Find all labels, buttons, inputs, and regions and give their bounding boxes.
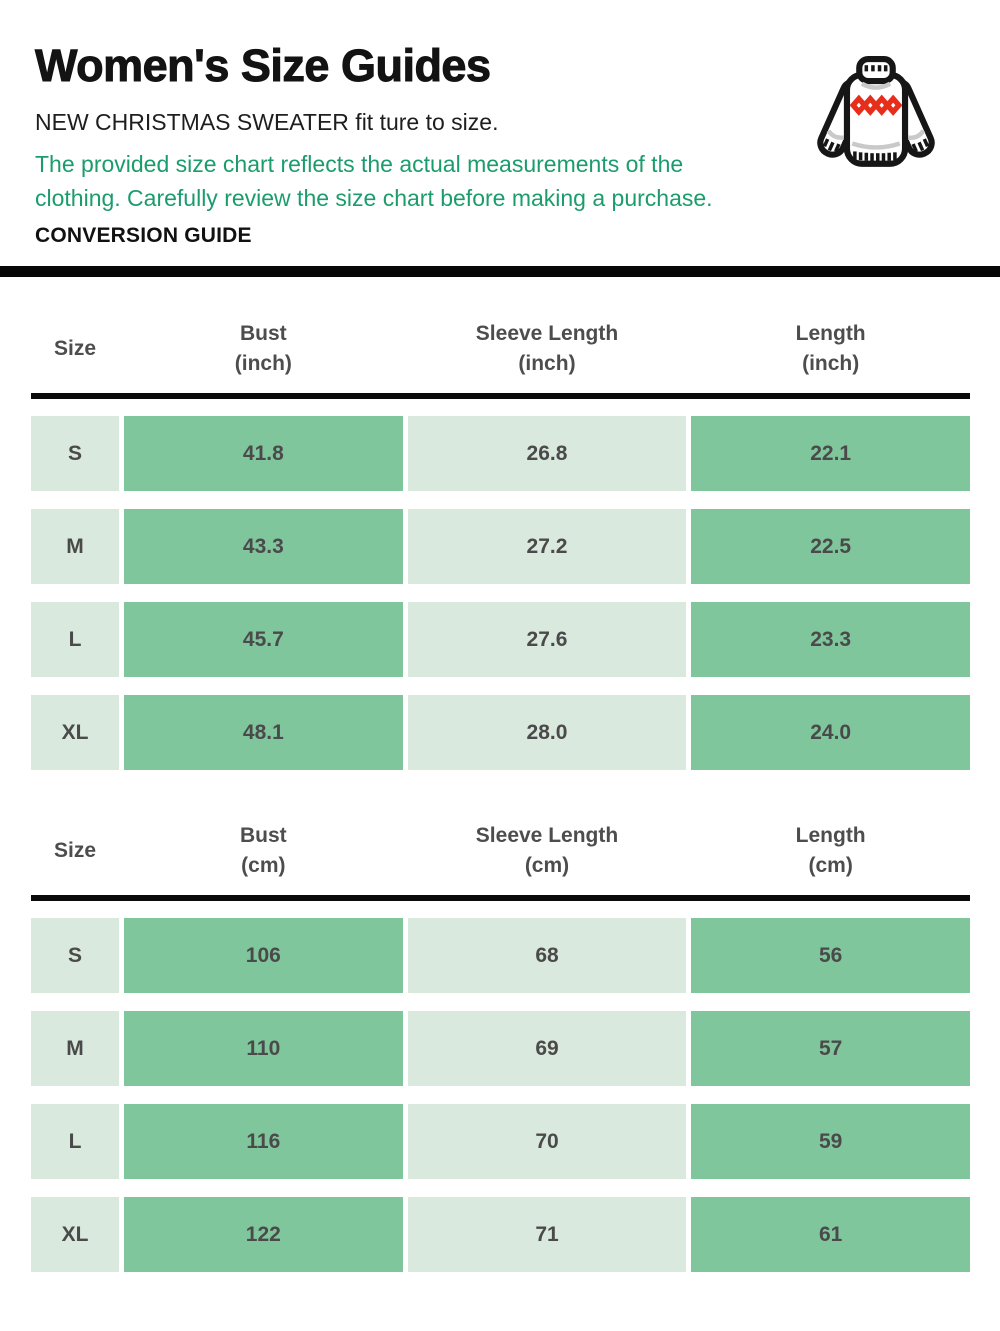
measurement-cell: 61	[691, 1197, 970, 1272]
header-separator	[31, 895, 970, 901]
column-header: Sleeve Length (inch)	[475, 322, 619, 375]
table-row: M 43.3 27.2 22.5	[31, 509, 970, 584]
table-row: M 110 69 57	[31, 1011, 970, 1086]
measurement-cell: 27.6	[407, 602, 687, 677]
header-separator	[31, 393, 970, 399]
measurement-cell: 22.1	[691, 416, 970, 491]
measurement-cell: 69	[407, 1011, 687, 1086]
column-header: Bust (cm)	[239, 824, 287, 877]
measurement-cell: 57	[691, 1011, 970, 1086]
size-cell: M	[31, 509, 119, 584]
size-cell: S	[31, 918, 119, 993]
size-table-cm: Size Bust (cm) Sleeve Length (cm) Length (cm) …	[31, 788, 970, 1272]
diamond-pattern	[849, 94, 903, 116]
table-row: L 116 70 59	[31, 1104, 970, 1179]
table-header-row: Size Bust (cm) Sleeve Length (cm) Length (cm)	[31, 788, 970, 895]
table-body: S 41.8 26.8 22.1 M 43.3 27.2 22.5 L 45.7 27.6 23.3 X…	[31, 416, 970, 770]
table-row: S 106 68 56	[31, 918, 970, 993]
measurement-cell: 122	[124, 1197, 403, 1272]
measurement-cell: 43.3	[124, 509, 403, 584]
table-header-row: Size Bust (inch) Sleeve Length (inch) Length(…	[31, 277, 970, 393]
measurement-cell: 41.8	[124, 416, 403, 491]
column-header: Size	[53, 839, 97, 862]
measurement-cell: 24.0	[691, 695, 970, 770]
size-cell: L	[31, 1104, 119, 1179]
measurement-cell: 59	[691, 1104, 970, 1179]
measurement-cell: 68	[407, 918, 687, 993]
measurement-cell: 27.2	[407, 509, 687, 584]
size-cell: XL	[31, 695, 119, 770]
product-subtitle: NEW CHRISTMAS SWEATER fit ture to size.	[35, 109, 499, 135]
measurement-note: The provided size chart reflects the act…	[35, 151, 713, 211]
table-row: S 41.8 26.8 22.1	[31, 416, 970, 491]
measurement-cell: 28.0	[407, 695, 687, 770]
table-body: S 106 68 56 M 110 69 57 L 116 70 59 XL 122 71 61	[31, 918, 970, 1272]
table-row: L 45.7 27.6 23.3	[31, 602, 970, 677]
measurement-cell: 70	[407, 1104, 687, 1179]
measurement-cell: 22.5	[691, 509, 970, 584]
column-header: Length (inch)	[795, 322, 866, 375]
measurement-cell: 26.8	[407, 416, 687, 491]
column-header: Size	[53, 337, 97, 360]
size-cell: L	[31, 602, 119, 677]
table-row: XL 48.1 28.0 24.0	[31, 695, 970, 770]
size-table-inch: Size Bust (inch) Sleeve Length (inch) Length(…	[31, 277, 970, 770]
measurement-cell: 45.7	[124, 602, 403, 677]
measurement-cell: 71	[407, 1197, 687, 1272]
page-title: Women's Size Guides	[35, 40, 492, 92]
header-block: Women's Size Guides NEW CHRISTMAS SWEATE…	[0, 0, 1000, 248]
measurement-cell: 106	[124, 918, 403, 993]
column-header: Length (cm)	[795, 824, 866, 877]
size-cell: S	[31, 416, 119, 491]
measurement-cell: 23.3	[691, 602, 970, 677]
size-cell: M	[31, 1011, 119, 1086]
column-header: Sleeve Length (cm)	[475, 824, 619, 877]
section-divider	[0, 266, 1000, 277]
table-row: XL 122 71 61	[31, 1197, 970, 1272]
measurement-cell: 48.1	[124, 695, 403, 770]
measurement-cell: 110	[124, 1011, 403, 1086]
sweater-icon	[817, 55, 935, 167]
measurement-cell: 56	[691, 918, 970, 993]
column-header: Bust (inch)	[234, 322, 292, 375]
size-cell: XL	[31, 1197, 119, 1272]
conversion-guide-heading: CONVERSION GUIDE	[35, 224, 252, 247]
measurement-cell: 116	[124, 1104, 403, 1179]
